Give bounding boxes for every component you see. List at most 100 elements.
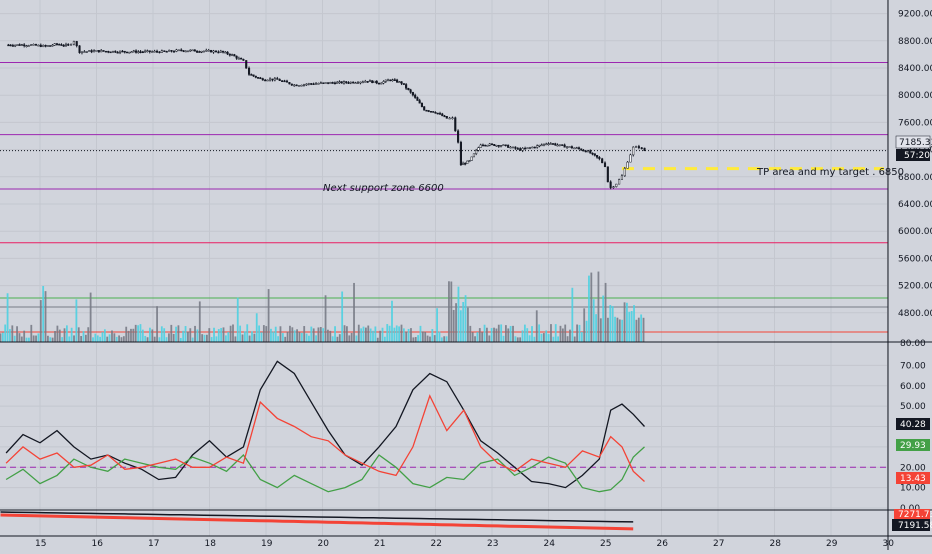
candle-body [561, 144, 564, 146]
volume-bar [170, 324, 173, 342]
candle-body [310, 83, 313, 85]
volume-bar [125, 326, 128, 342]
volume-bar [490, 328, 493, 342]
bottom-line-red [0, 513, 634, 531]
price-badge-text: 7185.33 [899, 138, 932, 148]
candle-body [371, 80, 374, 83]
candle-body [285, 80, 289, 83]
volume-bar [488, 335, 491, 342]
volume-bar [630, 311, 633, 342]
candle-body [189, 49, 192, 52]
volume-bar [464, 295, 467, 342]
volume-bar [602, 295, 605, 342]
candle-body [44, 45, 47, 47]
volume-bar [552, 336, 555, 342]
countdown-badge: 57:20 [896, 149, 930, 161]
volume-bar [184, 326, 187, 342]
candle-body [254, 75, 257, 78]
candle-body [16, 44, 19, 46]
target-annotation: TP area and my target . 6850 [756, 167, 904, 178]
candle-body [107, 51, 110, 53]
candle-body [273, 78, 276, 81]
candle-body [504, 144, 507, 147]
volume-bar [82, 331, 85, 342]
x-tick-label: 27 [713, 539, 724, 549]
volume-bar [533, 336, 536, 342]
volume-bar [137, 325, 139, 342]
candle-body [18, 44, 21, 46]
volume-bar [6, 293, 9, 342]
candle-body [618, 179, 621, 185]
candle-body [448, 117, 451, 120]
volume-bar [343, 325, 346, 342]
candle-body [441, 113, 444, 117]
x-tick-label: 19 [261, 539, 273, 549]
candle-body [186, 50, 190, 53]
volume-bar [557, 336, 560, 342]
volume-bar [151, 329, 154, 342]
candle-body [573, 147, 576, 150]
volume-bar [538, 324, 541, 342]
volume-bar [324, 295, 327, 342]
volume-bar [528, 335, 531, 342]
volume-bar [11, 325, 14, 342]
candle-body [248, 67, 251, 75]
volume-bar [312, 328, 315, 342]
y-tick-label: 9200.00 [898, 10, 932, 20]
volume-bar [381, 327, 384, 342]
candle-body [128, 51, 131, 54]
candle-body [438, 113, 442, 115]
x-tick-label: 21 [374, 539, 385, 549]
volume-bar [56, 325, 59, 342]
candle-body [386, 79, 390, 82]
volume-bar [341, 291, 344, 342]
volume-bar [194, 325, 196, 342]
volume-bar [23, 330, 26, 342]
candle-body [497, 145, 500, 147]
volume-bar [217, 329, 220, 342]
di-minus-badge: 13.43 [896, 472, 930, 484]
volume-bar [111, 330, 113, 342]
volume-bar [241, 334, 244, 342]
candle-body [83, 51, 86, 53]
candle-body [637, 146, 640, 148]
ind-tick-label: 50.00 [900, 402, 926, 412]
candle-body [580, 148, 583, 151]
volume-bar [336, 336, 339, 342]
volume-bar [516, 337, 519, 342]
volume-bar [61, 337, 64, 342]
volume-bar [310, 326, 313, 342]
volume-bar [495, 328, 498, 342]
x-tick-label: 20 [318, 539, 330, 549]
candle-body [516, 148, 519, 150]
candle-body [547, 143, 550, 145]
candle-body [250, 74, 253, 76]
volume-bar [163, 328, 166, 342]
volume-bar [54, 331, 56, 342]
candle-body [268, 78, 272, 81]
volume-bar [51, 337, 54, 342]
volume-bar [431, 329, 434, 342]
candle-body [425, 109, 428, 112]
volume-bar [187, 331, 189, 342]
bottom-badge-bottom-text: 7191.58 [898, 521, 932, 531]
volume-bar [20, 336, 23, 342]
candle-body [27, 45, 30, 47]
volume-bar [618, 319, 621, 342]
candle-body [359, 81, 362, 84]
candle-body [322, 82, 325, 84]
volume-bar [227, 332, 230, 342]
price-candles [7, 40, 646, 190]
volume-bar [350, 332, 353, 342]
candle-body [317, 83, 320, 85]
candle-body [235, 55, 238, 59]
candle-body [445, 116, 448, 119]
candle-body [398, 81, 401, 83]
candle-body [298, 85, 301, 87]
volume-bar [134, 324, 137, 342]
volume-bar [58, 329, 61, 342]
volume-bar [220, 328, 223, 342]
candle-body [7, 44, 10, 47]
